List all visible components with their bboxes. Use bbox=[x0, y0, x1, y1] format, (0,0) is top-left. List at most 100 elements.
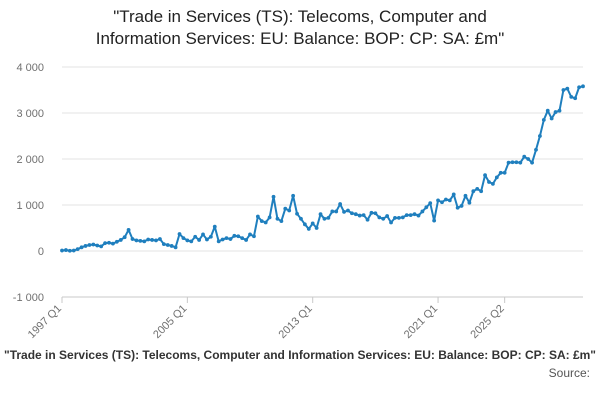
data-point[interactable] bbox=[389, 220, 393, 225]
data-point[interactable] bbox=[216, 239, 221, 244]
data-point[interactable] bbox=[158, 237, 162, 241]
data-point[interactable] bbox=[346, 208, 350, 213]
data-point[interactable] bbox=[522, 154, 527, 159]
data-point[interactable] bbox=[189, 239, 194, 244]
data-point[interactable] bbox=[103, 241, 107, 246]
data-point[interactable] bbox=[573, 96, 578, 101]
data-point[interactable] bbox=[107, 240, 111, 245]
data-point[interactable] bbox=[248, 232, 252, 237]
data-point[interactable] bbox=[393, 215, 397, 220]
data-point[interactable] bbox=[142, 239, 147, 244]
data-point[interactable] bbox=[205, 237, 209, 242]
data-point[interactable] bbox=[428, 201, 433, 206]
data-point[interactable] bbox=[506, 160, 511, 165]
data-point[interactable] bbox=[518, 160, 523, 165]
data-point[interactable] bbox=[64, 248, 68, 252]
data-point[interactable] bbox=[252, 234, 256, 239]
data-point[interactable] bbox=[95, 243, 100, 248]
data-point[interactable] bbox=[83, 244, 88, 248]
data-point[interactable] bbox=[283, 206, 288, 211]
data-point[interactable] bbox=[318, 212, 323, 217]
data-point[interactable] bbox=[502, 170, 507, 175]
data-point[interactable] bbox=[111, 241, 115, 246]
data-point[interactable] bbox=[67, 248, 72, 253]
data-point[interactable] bbox=[130, 237, 135, 241]
data-point[interactable] bbox=[514, 160, 519, 165]
data-point[interactable] bbox=[416, 213, 421, 218]
data-point[interactable] bbox=[291, 193, 296, 198]
data-point[interactable] bbox=[212, 224, 217, 229]
data-point[interactable] bbox=[126, 227, 131, 232]
data-point[interactable] bbox=[487, 180, 491, 184]
data-point[interactable] bbox=[60, 248, 64, 253]
data-point[interactable] bbox=[165, 243, 170, 247]
data-point[interactable] bbox=[287, 208, 292, 213]
data-point[interactable] bbox=[526, 157, 531, 161]
data-point[interactable] bbox=[224, 236, 229, 241]
data-point[interactable] bbox=[561, 88, 566, 92]
data-point[interactable] bbox=[471, 189, 476, 194]
data-point[interactable] bbox=[263, 220, 268, 225]
data-point[interactable] bbox=[510, 160, 515, 165]
data-point[interactable] bbox=[463, 193, 468, 198]
data-point[interactable] bbox=[295, 211, 299, 216]
data-point[interactable] bbox=[545, 108, 550, 113]
data-point[interactable] bbox=[342, 210, 346, 214]
data-point[interactable] bbox=[440, 200, 444, 205]
data-point[interactable] bbox=[71, 248, 76, 253]
data-point[interactable] bbox=[87, 243, 92, 247]
data-point[interactable] bbox=[314, 226, 319, 230]
data-point[interactable] bbox=[447, 198, 452, 203]
data-point[interactable] bbox=[99, 244, 104, 249]
data-point[interactable] bbox=[424, 205, 429, 210]
data-point[interactable] bbox=[338, 202, 343, 206]
data-point[interactable] bbox=[353, 212, 358, 217]
data-point[interactable] bbox=[232, 233, 237, 238]
data-point[interactable] bbox=[181, 236, 186, 241]
data-point[interactable] bbox=[357, 213, 362, 218]
data-point[interactable] bbox=[569, 95, 574, 99]
data-point[interactable] bbox=[459, 204, 464, 208]
data-point[interactable] bbox=[534, 147, 538, 152]
data-point[interactable] bbox=[79, 245, 84, 250]
data-point[interactable] bbox=[565, 86, 570, 91]
data-point[interactable] bbox=[541, 118, 546, 122]
data-point[interactable] bbox=[365, 217, 370, 222]
data-point[interactable] bbox=[334, 209, 339, 214]
data-point[interactable] bbox=[330, 209, 335, 214]
data-point[interactable] bbox=[122, 235, 127, 240]
data-point[interactable] bbox=[581, 84, 585, 89]
data-point[interactable] bbox=[201, 232, 205, 237]
data-point[interactable] bbox=[208, 234, 213, 239]
data-point[interactable] bbox=[475, 187, 480, 191]
data-point[interactable] bbox=[154, 238, 158, 243]
data-point[interactable] bbox=[420, 209, 425, 214]
data-point[interactable] bbox=[228, 237, 233, 241]
data-point[interactable] bbox=[177, 232, 182, 236]
data-point[interactable] bbox=[404, 213, 409, 218]
data-point[interactable] bbox=[197, 238, 202, 242]
data-point[interactable] bbox=[118, 238, 123, 242]
data-point[interactable] bbox=[396, 215, 401, 220]
data-point[interactable] bbox=[259, 219, 264, 224]
data-point[interactable] bbox=[138, 238, 143, 243]
data-point[interactable] bbox=[326, 215, 331, 220]
data-point[interactable] bbox=[134, 238, 139, 243]
data-point[interactable] bbox=[498, 170, 503, 175]
data-point[interactable] bbox=[161, 242, 166, 247]
data-point[interactable] bbox=[530, 160, 534, 165]
data-point[interactable] bbox=[385, 214, 390, 218]
data-point[interactable] bbox=[491, 181, 495, 186]
data-point[interactable] bbox=[361, 213, 366, 218]
data-point[interactable] bbox=[275, 216, 280, 221]
data-point[interactable] bbox=[267, 215, 272, 220]
data-point[interactable] bbox=[236, 234, 241, 239]
data-point[interactable] bbox=[322, 216, 327, 221]
data-point[interactable] bbox=[451, 192, 456, 197]
data-point[interactable] bbox=[193, 234, 198, 239]
data-point[interactable] bbox=[114, 239, 119, 244]
data-point[interactable] bbox=[443, 197, 448, 202]
data-point[interactable] bbox=[557, 108, 562, 113]
data-point[interactable] bbox=[381, 216, 386, 221]
data-point[interactable] bbox=[279, 219, 284, 224]
